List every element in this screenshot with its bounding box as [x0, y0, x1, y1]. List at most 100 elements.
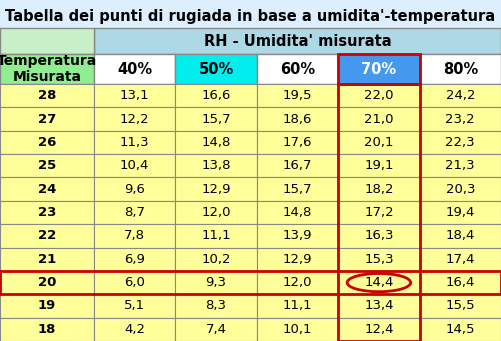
- Text: 6,0: 6,0: [124, 276, 145, 289]
- Bar: [94, 201, 175, 224]
- Bar: [175, 107, 257, 131]
- Bar: [175, 201, 257, 224]
- Bar: [94, 248, 175, 271]
- Text: 19,4: 19,4: [445, 206, 475, 219]
- Text: 13,8: 13,8: [201, 159, 231, 172]
- Bar: [338, 201, 420, 224]
- Text: 27: 27: [38, 113, 56, 125]
- Bar: [257, 271, 338, 294]
- Text: 12,9: 12,9: [283, 253, 312, 266]
- Text: 13,4: 13,4: [364, 299, 394, 312]
- Bar: [0, 177, 94, 201]
- Bar: [175, 224, 257, 248]
- Bar: [257, 107, 338, 131]
- Bar: [257, 84, 338, 107]
- Bar: [257, 54, 338, 84]
- Bar: [257, 177, 338, 201]
- Bar: [0, 107, 94, 131]
- Text: 21,3: 21,3: [445, 159, 475, 172]
- Text: 11,1: 11,1: [283, 299, 312, 312]
- Bar: [338, 317, 420, 341]
- Text: 18: 18: [38, 323, 56, 336]
- Bar: [420, 317, 501, 341]
- Bar: [0, 54, 94, 84]
- Text: 15,3: 15,3: [364, 253, 394, 266]
- Bar: [338, 131, 420, 154]
- Bar: [338, 54, 420, 84]
- Bar: [175, 84, 257, 107]
- Text: 16,6: 16,6: [201, 89, 231, 102]
- Bar: [175, 154, 257, 177]
- Bar: [420, 224, 501, 248]
- Text: 20,1: 20,1: [364, 136, 394, 149]
- Bar: [94, 84, 175, 107]
- Text: 9,6: 9,6: [124, 183, 145, 196]
- Bar: [94, 54, 175, 84]
- Text: 28: 28: [38, 89, 56, 102]
- Text: Tabella dei punti di rugiada in base a umidita'-temperatura: Tabella dei punti di rugiada in base a u…: [6, 9, 495, 24]
- Bar: [257, 131, 338, 154]
- Bar: [0, 84, 94, 107]
- Text: 8,3: 8,3: [205, 299, 226, 312]
- Text: 10,1: 10,1: [283, 323, 312, 336]
- Bar: [0, 154, 94, 177]
- Text: 19: 19: [38, 299, 56, 312]
- Bar: [338, 54, 420, 84]
- Bar: [420, 154, 501, 177]
- Text: 4,2: 4,2: [124, 323, 145, 336]
- Text: 14,8: 14,8: [201, 136, 231, 149]
- Bar: [420, 131, 501, 154]
- Text: 22,0: 22,0: [364, 89, 394, 102]
- Bar: [338, 84, 420, 107]
- Bar: [338, 224, 420, 248]
- Bar: [175, 317, 257, 341]
- Bar: [175, 248, 257, 271]
- Text: 18,4: 18,4: [445, 229, 475, 242]
- Bar: [175, 54, 257, 84]
- Bar: [338, 248, 420, 271]
- Bar: [94, 177, 175, 201]
- Text: 9,3: 9,3: [205, 276, 226, 289]
- Bar: [0, 131, 94, 154]
- Text: 19,1: 19,1: [364, 159, 394, 172]
- Bar: [0, 317, 94, 341]
- Text: 7,8: 7,8: [124, 229, 145, 242]
- Text: 70%: 70%: [361, 61, 396, 76]
- Bar: [175, 294, 257, 317]
- Text: 20,3: 20,3: [445, 183, 475, 196]
- Text: 11,1: 11,1: [201, 229, 231, 242]
- Bar: [257, 248, 338, 271]
- Bar: [0, 248, 94, 271]
- Bar: [0, 271, 94, 294]
- Bar: [0, 271, 501, 294]
- Bar: [0, 294, 94, 317]
- Bar: [420, 84, 501, 107]
- Bar: [0, 28, 94, 54]
- Bar: [338, 84, 420, 341]
- Text: 22,3: 22,3: [445, 136, 475, 149]
- Bar: [338, 107, 420, 131]
- Text: 12,0: 12,0: [283, 276, 312, 289]
- Bar: [257, 201, 338, 224]
- Bar: [257, 294, 338, 317]
- Text: 17,2: 17,2: [364, 206, 394, 219]
- Text: 80%: 80%: [443, 61, 478, 76]
- Bar: [338, 294, 420, 317]
- Bar: [94, 317, 175, 341]
- Text: 16,4: 16,4: [445, 276, 475, 289]
- Text: 50%: 50%: [198, 61, 234, 76]
- Text: 12,2: 12,2: [120, 113, 149, 125]
- Text: 15,7: 15,7: [201, 113, 231, 125]
- Bar: [338, 271, 420, 294]
- Bar: [94, 154, 175, 177]
- Bar: [257, 317, 338, 341]
- Text: 18,2: 18,2: [364, 183, 394, 196]
- Bar: [0, 201, 94, 224]
- Text: 14,5: 14,5: [445, 323, 475, 336]
- Text: Temperatura
Misurata: Temperatura Misurata: [0, 54, 97, 84]
- Text: 20: 20: [38, 276, 56, 289]
- Text: 15,5: 15,5: [445, 299, 475, 312]
- Text: 23,2: 23,2: [445, 113, 475, 125]
- Text: 18,6: 18,6: [283, 113, 312, 125]
- Text: RH - Umidita' misurata: RH - Umidita' misurata: [204, 33, 391, 48]
